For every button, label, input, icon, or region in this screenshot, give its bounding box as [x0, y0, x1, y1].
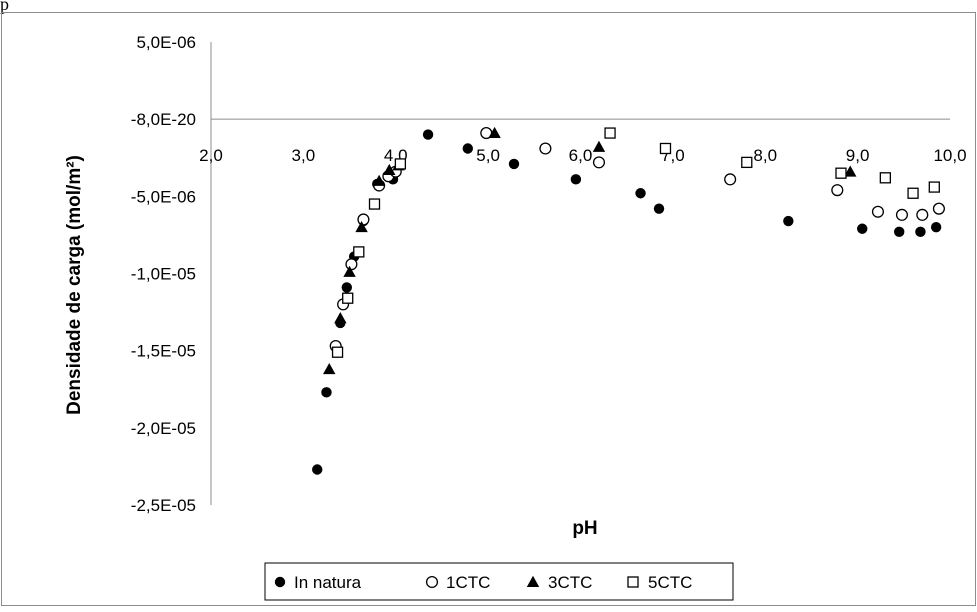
- legend-label: 3CTC: [548, 573, 592, 592]
- data-point: [857, 223, 868, 234]
- y-tick-label: -1,5E-05: [131, 342, 196, 361]
- tick-labels: 5,0E-06 -8,0E-20 -5,0E-06 -1,0E-05 -1,5E-05 -…: [131, 33, 967, 515]
- y-axis-label: Densidade de carga (mol/m²): [64, 155, 85, 415]
- x-tick-label: 3,0: [292, 146, 316, 165]
- data-point: [383, 163, 396, 176]
- y-tick-label: -2,5E-05: [131, 496, 196, 515]
- data-point: [930, 222, 942, 233]
- data-point: [844, 165, 857, 177]
- data-point: [368, 198, 381, 210]
- data-points: [312, 126, 945, 475]
- x-axis-label: pH: [572, 518, 597, 539]
- legend-label: 5CTC: [648, 573, 692, 592]
- y-tick-label: 5,0E-06: [136, 33, 196, 52]
- data-point: [871, 205, 884, 218]
- data-point: [835, 167, 847, 179]
- legend-marker: [425, 575, 439, 589]
- data-point: [741, 156, 753, 169]
- data-point: [928, 181, 940, 193]
- series-5ctc: [331, 127, 940, 358]
- data-point: [343, 265, 356, 277]
- data-point: [321, 387, 332, 398]
- x-tick-label: 2,0: [199, 146, 223, 165]
- data-point: [353, 246, 365, 258]
- legend-label: In natura: [294, 573, 362, 592]
- data-point: [488, 126, 501, 139]
- data-point: [341, 282, 352, 293]
- data-point: [394, 158, 407, 170]
- data-point: [635, 188, 646, 199]
- data-point: [342, 292, 354, 304]
- data-point: [724, 173, 737, 186]
- legend-marker: [627, 576, 639, 588]
- x-tick-label: 6,0: [569, 146, 593, 165]
- legend-item: 1CTC: [425, 573, 490, 592]
- data-point: [783, 215, 794, 227]
- x-tick-label: 5,0: [476, 146, 500, 165]
- data-point: [907, 187, 919, 199]
- legend-item: 5CTC: [627, 573, 692, 592]
- data-point: [345, 258, 358, 271]
- x-tick-label: 10,0: [933, 146, 966, 165]
- y-tick-label: -2,0E-05: [131, 419, 196, 438]
- series-in-natura: [312, 129, 942, 475]
- data-point: [879, 172, 891, 184]
- y-tick-label: -8,0E-20: [131, 110, 196, 129]
- cropped-text: p: [0, 0, 9, 14]
- chart-border: [1, 12, 976, 606]
- data-point: [323, 362, 336, 375]
- data-point: [831, 184, 844, 197]
- axes: [210, 42, 950, 505]
- data-point: [893, 226, 905, 238]
- legend-box: [264, 562, 734, 601]
- data-point: [539, 142, 552, 155]
- legend-item: In natura: [274, 573, 362, 592]
- legend: In natura 1CTC 3CTC 5CTC: [264, 562, 734, 601]
- data-point: [508, 158, 520, 170]
- data-point: [334, 312, 347, 324]
- data-point: [312, 464, 323, 475]
- data-point: [357, 213, 370, 226]
- x-tick-label: 8,0: [753, 146, 777, 165]
- data-point: [604, 127, 616, 139]
- x-tick-label: 9,0: [846, 146, 870, 165]
- data-point: [895, 208, 909, 221]
- data-point: [592, 156, 606, 169]
- legend-marker: [526, 575, 540, 587]
- data-point: [462, 143, 474, 154]
- data-point: [355, 221, 368, 233]
- data-point: [331, 346, 344, 358]
- data-point: [659, 142, 672, 155]
- legend-label: 1CTC: [446, 573, 490, 592]
- data-point: [916, 208, 929, 221]
- data-point: [915, 226, 926, 238]
- data-point: [653, 203, 665, 214]
- data-point: [932, 202, 945, 215]
- legend-item: 3CTC: [526, 573, 592, 592]
- data-point: [592, 140, 606, 152]
- data-point: [372, 174, 386, 186]
- data-point: [422, 129, 434, 140]
- y-tick-label: -1,0E-05: [131, 265, 196, 284]
- y-tick-label: -5,0E-06: [131, 187, 196, 206]
- legend-marker: [274, 576, 286, 588]
- data-point: [570, 174, 582, 185]
